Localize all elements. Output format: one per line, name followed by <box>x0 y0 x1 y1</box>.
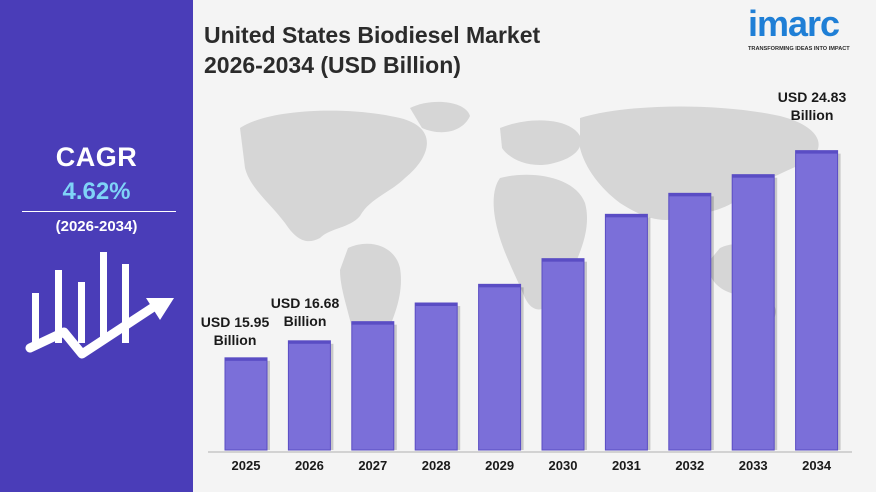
cagr-value: 4.62% <box>62 178 131 205</box>
value-label-2025-line1: USD 15.95 <box>200 314 270 330</box>
bar-2026 <box>287 340 331 451</box>
bar-cap-2033 <box>732 174 775 178</box>
world-map-background <box>240 101 819 366</box>
value-label-2026: USD 16.68 Billion <box>255 294 355 330</box>
bar-2033 <box>731 174 775 451</box>
bar-cap-2034 <box>795 150 838 154</box>
x-tick-label-2032: 2032 <box>675 458 704 473</box>
bar-growth-arrow-icon <box>25 252 174 359</box>
bar-2030 <box>541 258 585 451</box>
bar-cap-2028 <box>415 303 458 306</box>
bar-cap-2027 <box>351 321 394 325</box>
value-label-2034-line1: USD 24.83 <box>777 89 847 105</box>
logo-tagline: TRANSFORMING IDEAS INTO IMPACT <box>748 46 850 52</box>
x-tick-label-2031: 2031 <box>612 458 641 473</box>
bar-2025 <box>224 357 268 451</box>
value-label-2034-line2: Billion <box>790 107 834 123</box>
bar-2028 <box>414 302 458 451</box>
x-tick-label-2030: 2030 <box>549 458 578 473</box>
x-tick-label-2034: 2034 <box>802 458 832 473</box>
bar-cap-2030 <box>542 258 584 262</box>
bar-2031 <box>604 213 648 451</box>
x-tick-label-2028: 2028 <box>422 458 451 473</box>
cagr-label: CAGR <box>55 142 138 172</box>
bar-cap-2031 <box>605 214 648 218</box>
x-tick-label-2027: 2027 <box>358 458 387 473</box>
value-label-2026-line2: Billion <box>283 313 327 329</box>
bar-2034 <box>795 150 839 451</box>
logo-word: imarc <box>748 3 840 44</box>
cagr-divider <box>22 211 176 212</box>
x-tick-label-2026: 2026 <box>295 458 324 473</box>
cagr-period: (2026-2034) <box>55 218 138 235</box>
title-line-1: United States Biodiesel Market <box>204 22 541 48</box>
sidebar: CAGR 4.62% (2026-2034) <box>0 0 193 492</box>
chart-title: United States Biodiesel Market 2026-2034… <box>204 20 540 80</box>
bar-cap-2026 <box>288 340 331 344</box>
title-line-2: 2026-2034 (USD Billion) <box>204 52 461 78</box>
bar-cap-2029 <box>478 284 521 288</box>
bar-cap-2032 <box>668 193 711 197</box>
x-tick-label-2029: 2029 <box>485 458 514 473</box>
value-label-2025: USD 15.95 Billion <box>185 313 285 349</box>
value-label-2034: USD 24.83 Billion <box>762 88 862 124</box>
value-label-2026-line1: USD 16.68 <box>270 295 340 311</box>
bar-2032 <box>668 192 712 451</box>
x-tick-label-2025: 2025 <box>232 458 261 473</box>
value-label-2025-line2: Billion <box>213 332 257 348</box>
bar-2029 <box>478 283 522 451</box>
x-tick-label-2033: 2033 <box>739 458 768 473</box>
bar-2027 <box>351 321 395 451</box>
bar-cap-2025 <box>225 357 267 361</box>
imarc-logo: imarc TRANSFORMING IDEAS INTO IMPACT <box>748 3 868 53</box>
